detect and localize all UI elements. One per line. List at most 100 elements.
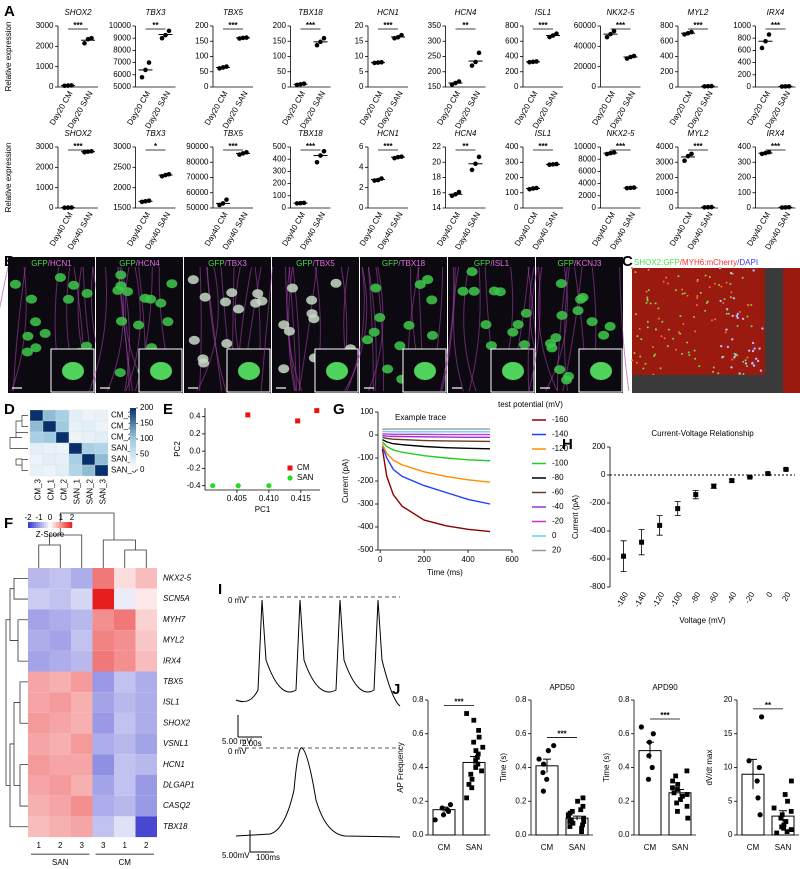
heatmap-cell — [29, 442, 44, 455]
nucleus — [598, 330, 610, 340]
significance-label: ** — [462, 21, 469, 30]
heatmap-cell — [114, 630, 136, 651]
colorbar-segment — [130, 442, 136, 446]
legend-label: -40 — [552, 502, 564, 511]
y-tick-label: 2 — [359, 183, 364, 192]
dendrogram — [15, 420, 22, 438]
speckle — [634, 271, 637, 274]
colorbar-segment — [54, 522, 57, 528]
data-point — [314, 42, 320, 48]
data-point — [536, 756, 542, 762]
speckle — [735, 314, 739, 318]
heatmap-cell — [42, 453, 57, 466]
legend-label: -120 — [552, 444, 569, 453]
y-tick-label: 40000 — [574, 41, 597, 50]
nucleus — [556, 310, 568, 320]
ap-trace — [235, 599, 401, 707]
nucleus — [426, 330, 438, 340]
data-point — [766, 32, 772, 37]
x-tick-label: -20 — [743, 590, 757, 605]
y-tick-label: 0 — [747, 203, 752, 212]
nucleus — [162, 317, 174, 327]
heatmap-cell — [68, 431, 83, 444]
speckle — [720, 285, 723, 288]
data-point — [570, 820, 576, 826]
y-tick-label: 200 — [738, 70, 752, 79]
nucleus — [374, 313, 386, 323]
y-tick-label: 200 — [660, 67, 674, 76]
speckle — [758, 347, 761, 350]
y-axis-label: Current (pA) — [571, 495, 580, 539]
speckle — [662, 280, 665, 283]
x-tick-label: 0.410 — [259, 494, 280, 503]
colorbar-segment — [130, 448, 136, 452]
y-tick-label: 3000 — [36, 142, 54, 151]
column-label: CM_1 — [47, 478, 56, 500]
speckle — [687, 351, 690, 354]
y-tick-label: 400 — [505, 52, 519, 61]
heatmap-cell — [49, 733, 71, 755]
x-tick-label: -40 — [725, 590, 739, 605]
speckle — [721, 356, 724, 359]
gene-title: NKX2-5 — [606, 129, 635, 138]
heatmap-cell — [94, 442, 109, 455]
y-tick-label: 50 — [277, 67, 286, 76]
x-tick-label: CM — [644, 843, 657, 852]
speckle — [718, 266, 722, 270]
speckle — [730, 366, 733, 369]
y-tick-label: 0.6 — [618, 729, 630, 738]
significance-label: *** — [383, 142, 393, 151]
y-tick-label: 8000 — [113, 46, 131, 55]
heatmap-cell — [92, 568, 114, 589]
y-axis-label: PC2 — [173, 441, 182, 457]
speckle — [657, 317, 660, 320]
colorbar-segment — [130, 432, 136, 437]
heatmap-cell — [81, 409, 96, 422]
colorbar-segment — [40, 522, 43, 528]
image-label-part: /HCN4 — [136, 259, 161, 268]
y-tick-label: 10 — [724, 763, 733, 772]
speckle — [761, 327, 764, 330]
heatmap-cell — [135, 568, 157, 589]
heatmap-cell — [28, 650, 50, 672]
speckle — [677, 331, 680, 334]
nucleus — [68, 280, 80, 290]
panel-label: J — [392, 681, 400, 698]
nucleus — [62, 294, 74, 304]
data-point — [639, 539, 645, 545]
data-point — [754, 778, 760, 784]
y-tick-label: 0.8 — [618, 695, 630, 704]
x-tick-label: 0.405 — [227, 494, 248, 503]
fiber — [196, 266, 219, 392]
colorbar-tick-label: 2 — [70, 513, 75, 522]
x-tick-label: CM — [541, 843, 554, 852]
speckle — [696, 280, 699, 283]
fiber — [527, 266, 538, 392]
inset-nucleus — [238, 362, 260, 380]
nucleus — [30, 343, 42, 353]
nucleus — [133, 320, 145, 330]
speckle — [705, 302, 708, 305]
column-label: 3 — [101, 841, 106, 850]
nucleus — [278, 320, 290, 330]
image-label-part: GFP — [557, 259, 573, 268]
y-tick-label: 0 — [49, 203, 54, 212]
speckle — [708, 275, 711, 278]
nucleus — [188, 335, 200, 345]
speckle — [752, 269, 755, 272]
colorbar-segment — [130, 417, 136, 421]
x-axis-label: Time (ms) — [427, 568, 463, 577]
data-point — [685, 815, 691, 821]
data-point — [473, 765, 479, 770]
heatmap-cell — [114, 609, 136, 631]
y-tick-label: 0.4 — [515, 763, 527, 772]
speckle — [731, 358, 734, 361]
heatmap-cell — [71, 712, 93, 734]
heatmap-cell — [68, 420, 83, 433]
heatmap-cell — [42, 442, 57, 455]
nucleus — [382, 364, 394, 374]
colorbar-tick-label: 200 — [140, 403, 154, 412]
speckle — [682, 322, 685, 325]
trace-line — [382, 438, 491, 450]
heatmap-cell — [55, 442, 70, 455]
